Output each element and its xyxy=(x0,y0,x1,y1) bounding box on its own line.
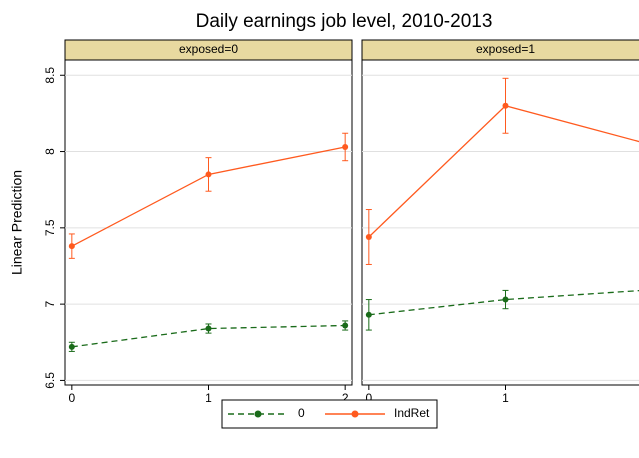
legend-label: IndRet xyxy=(394,406,430,420)
x-tick-label: 2 xyxy=(342,391,349,405)
chart-title: Daily earnings job level, 2010-2013 xyxy=(196,11,493,32)
y-tick-label: 7 xyxy=(43,300,57,307)
series-line xyxy=(368,289,639,316)
plot-area xyxy=(361,59,639,386)
plot-area xyxy=(64,59,353,386)
legend-marker xyxy=(254,410,262,418)
point xyxy=(365,311,372,318)
panel-title: exposed=0 xyxy=(179,42,238,56)
point xyxy=(342,143,349,150)
point xyxy=(205,171,212,178)
point xyxy=(205,325,212,332)
y-tick-label: 8 xyxy=(43,148,57,155)
legend-label: 0 xyxy=(298,406,305,420)
y-tick-label: 8.5 xyxy=(43,67,57,84)
x-tick-label: 1 xyxy=(205,391,212,405)
legend: 0 IndRet xyxy=(221,399,438,429)
x-tick-label: 0 xyxy=(365,391,372,405)
x-tick-label: 1 xyxy=(502,391,509,405)
y-axis-label: Linear Prediction xyxy=(9,170,25,275)
x-tick-label: 0 xyxy=(68,391,75,405)
point xyxy=(365,233,372,240)
panel-title: exposed=1 xyxy=(476,42,535,56)
point xyxy=(502,296,509,303)
point xyxy=(342,322,349,329)
point xyxy=(68,243,75,250)
point xyxy=(502,102,509,109)
y-tick-label: 6.5 xyxy=(43,372,57,389)
legend-marker xyxy=(351,410,359,418)
y-tick-label: 7.5 xyxy=(43,219,57,236)
point xyxy=(68,343,75,350)
series-line xyxy=(71,324,346,348)
